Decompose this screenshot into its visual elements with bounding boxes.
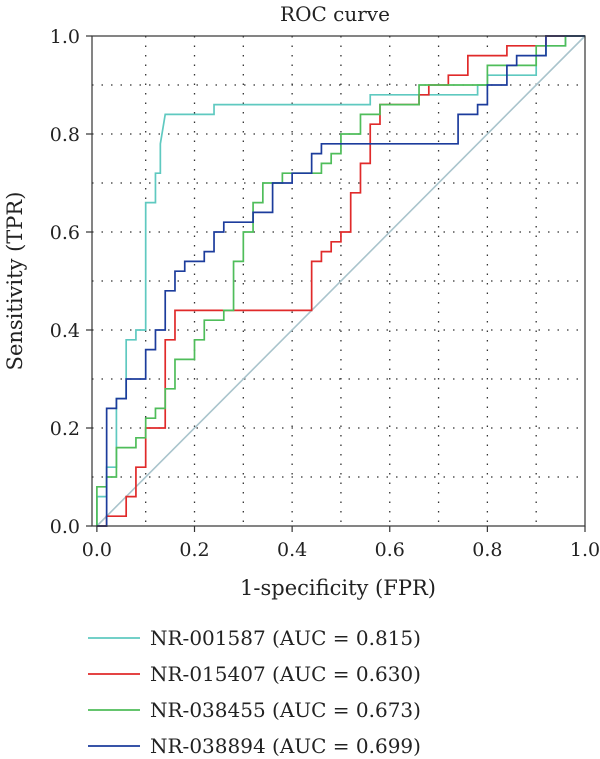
series-line-2 bbox=[96, 35, 585, 526]
y-tick-label-3: 0.6 bbox=[50, 222, 80, 244]
y-tick-label-0: 0.0 bbox=[50, 516, 80, 538]
reference-diagonal-line bbox=[96, 35, 586, 527]
plot-frame bbox=[91, 35, 586, 527]
series-line-3 bbox=[96, 35, 585, 527]
legend-label-0: NR-001587 (AUC = 0.815) bbox=[150, 626, 421, 650]
y-tick-label-1: 0.2 bbox=[50, 418, 80, 440]
y-tick-labels: 0.0 0.2 0.4 0.6 0.8 1.0 bbox=[50, 26, 80, 538]
chart-title: ROC curve bbox=[280, 2, 390, 26]
x-tick-label-0: 0.0 bbox=[82, 539, 112, 561]
axis-ticks bbox=[86, 35, 586, 532]
legend: NR-001587 (AUC = 0.815) NR-015407 (AUC = … bbox=[88, 626, 421, 758]
diagonal-reference bbox=[96, 35, 586, 527]
x-tick-labels: 0.0 0.2 0.4 0.6 0.8 1.0 bbox=[82, 539, 600, 561]
x-tick-label-4: 0.8 bbox=[472, 539, 502, 561]
series-lines bbox=[96, 35, 585, 527]
legend-label-2: NR-038455 (AUC = 0.673) bbox=[150, 698, 421, 722]
series-line-1 bbox=[96, 35, 585, 527]
x-tick-label-3: 0.6 bbox=[375, 539, 405, 561]
y-tick-label-4: 0.8 bbox=[50, 124, 80, 146]
y-tick-label-5: 1.0 bbox=[50, 26, 80, 48]
y-axis-label: Sensitivity (TPR) bbox=[3, 192, 27, 371]
x-axis-label: 1-specificity (FPR) bbox=[240, 576, 436, 600]
x-tick-label-5: 1.0 bbox=[570, 539, 600, 561]
x-tick-label-2: 0.4 bbox=[277, 539, 307, 561]
x-tick-label-1: 0.2 bbox=[179, 539, 209, 561]
legend-label-3: NR-038894 (AUC = 0.699) bbox=[150, 734, 421, 758]
y-tick-label-2: 0.4 bbox=[50, 320, 80, 342]
legend-label-1: NR-015407 (AUC = 0.630) bbox=[150, 662, 421, 686]
